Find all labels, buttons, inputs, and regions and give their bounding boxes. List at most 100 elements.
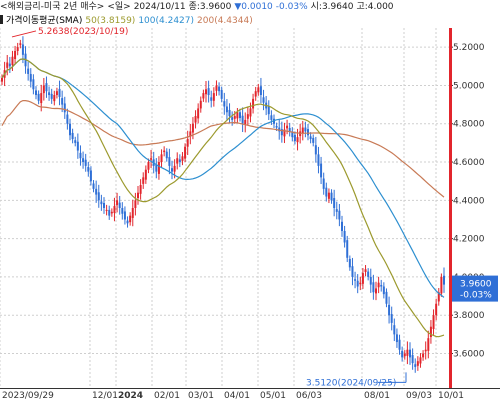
y-tick-label: 5.2000 (453, 43, 485, 53)
candle-body (123, 211, 126, 220)
candle-body (335, 209, 338, 212)
candle-body (87, 167, 90, 172)
candle-body (218, 86, 221, 92)
candle-body (254, 91, 257, 97)
candle-body (32, 79, 35, 90)
candle-body (398, 339, 401, 350)
high-annotation-leader (11, 30, 37, 38)
candle-body (173, 165, 176, 172)
candle-body (409, 349, 411, 358)
candle-body (116, 200, 119, 205)
candle-body (97, 192, 100, 201)
y-tick-label: 4.8000 (453, 120, 485, 130)
candle-body (309, 136, 312, 140)
candle-body (322, 178, 325, 189)
candlesticks (1, 36, 445, 373)
candle-body (296, 137, 299, 143)
y-tick-label: 3.8000 (453, 311, 485, 321)
candle-body (388, 304, 391, 316)
candle-body (320, 163, 323, 178)
candle-body (212, 93, 215, 101)
candle-body (314, 145, 317, 155)
candle-body (429, 326, 432, 338)
low-annotation-label: 3.5120(2024/09/25) (306, 378, 396, 388)
candle-body (246, 114, 249, 119)
candle-body (354, 279, 357, 281)
candle-body (137, 192, 139, 199)
x-tick-label: 06/03 (296, 391, 322, 401)
candle-body (377, 282, 380, 288)
candle-body (372, 282, 375, 293)
candle-body (283, 129, 286, 137)
candle-body (6, 62, 9, 68)
candle-body (348, 258, 351, 268)
x-tick-label: 03/01 (188, 391, 214, 401)
candle-body (259, 86, 262, 96)
candle-body (142, 177, 145, 184)
candle-body (393, 325, 396, 335)
moving-averages (1, 58, 445, 338)
candle-body (416, 361, 419, 366)
candle-body (403, 353, 406, 357)
candle-body (108, 209, 111, 216)
current-price-box: 3.9600-0.03% (452, 275, 498, 302)
candle-body (76, 141, 79, 151)
candle-body (223, 101, 226, 107)
y-tick-label: 5.0000 (453, 81, 485, 91)
candle-body (231, 117, 234, 120)
candle-body (346, 240, 349, 258)
price-change-pct: -0.03% (275, 2, 308, 12)
candle-body (14, 50, 17, 60)
candle-body (29, 73, 32, 82)
candle-body (27, 68, 30, 74)
indicator-legend[interactable]: 가격이동평균(SMA) 50(3.8159) 100(4.2427) 200(4.43… (0, 15, 460, 28)
candle-body (341, 221, 343, 231)
candle-body (432, 315, 435, 330)
x-tick-label: 04/01 (224, 391, 250, 401)
candle-body (194, 116, 197, 123)
candle-body (144, 169, 147, 180)
candle-body (45, 83, 48, 92)
candle-body (189, 131, 192, 137)
x-tick-label: 02/01 (154, 391, 180, 401)
candle-body (163, 150, 166, 153)
candle-body (338, 210, 341, 220)
candle-body (385, 291, 388, 304)
high-annotation-label: 5.2638(2023/10/19) (38, 27, 128, 37)
candle-body (424, 349, 427, 352)
candle-body (249, 108, 252, 117)
candle-body (270, 115, 273, 120)
x-tick-label: 05/01 (260, 391, 286, 401)
candle-body (422, 353, 425, 358)
candle-body (244, 119, 247, 125)
x-axis-labels: 2023/09/29 12/01 2024 02/01 03/01 04/01 05/01 0… (2, 391, 464, 401)
instrument-title[interactable]: <해외금리-미국 2년 매수> (0, 2, 105, 12)
candle-body (241, 115, 244, 124)
candle-body (150, 158, 153, 160)
candle-body (414, 364, 417, 367)
candle-body (307, 129, 309, 136)
x-tick-label: 10/01 (438, 391, 464, 401)
candle-body (411, 355, 414, 364)
candle-body (55, 91, 58, 96)
x-tick-label: 08/01 (364, 391, 390, 401)
candle-body (330, 192, 333, 201)
price-change: ▼0.0010 (234, 2, 273, 12)
chart-grid (0, 28, 453, 388)
candle-body (139, 185, 142, 194)
candle-body (220, 90, 223, 99)
candle-body (21, 44, 24, 55)
x-tick-label: 12/01 (92, 391, 118, 401)
candle-body (275, 126, 278, 128)
candle-body (95, 188, 98, 195)
candle-body (103, 203, 105, 208)
period-label[interactable]: <일> (107, 2, 131, 12)
candle-body (443, 275, 445, 285)
candle-body (390, 314, 393, 323)
candle-body (359, 282, 362, 285)
candle-body (58, 88, 61, 97)
candle-body (239, 112, 241, 118)
candle-body (82, 158, 85, 163)
price-range-bar (449, 28, 452, 388)
